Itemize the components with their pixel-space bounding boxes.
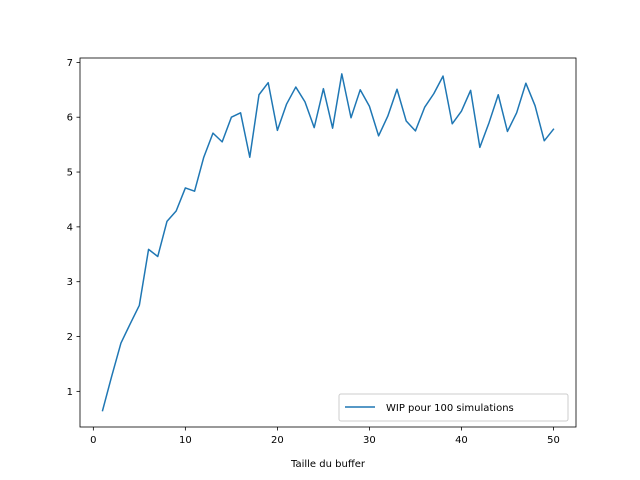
- x-axis-label: Taille du buffer: [290, 459, 366, 470]
- y-tick-label: 5: [67, 168, 73, 179]
- series-line-0: [101, 73, 555, 412]
- x-tick-label: 50: [547, 435, 560, 446]
- x-axis: 0 10 20 30 40 50: [90, 427, 560, 446]
- y-axis: 1 2 3 4 5 6 7: [67, 58, 80, 398]
- y-tick-label: 2: [67, 332, 73, 343]
- x-tick-label: 10: [179, 435, 192, 446]
- x-tick-label: 30: [363, 435, 376, 446]
- legend-box: [338, 393, 569, 422]
- plot-frame: [79, 57, 577, 428]
- x-tick-label: 0: [90, 435, 96, 446]
- y-tick-label: 6: [67, 113, 73, 124]
- legend: WIP pour 100 simulations: [338, 393, 569, 422]
- y-tick-label: 4: [67, 222, 73, 233]
- plot-area: [79, 57, 577, 428]
- x-tick-label: 20: [271, 435, 284, 446]
- y-tick-label: 1: [67, 387, 73, 398]
- y-tick-label: 3: [67, 277, 73, 288]
- x-tick-label: 40: [455, 435, 468, 446]
- y-tick-label: 7: [67, 58, 73, 69]
- legend-label: WIP pour 100 simulations: [386, 403, 514, 414]
